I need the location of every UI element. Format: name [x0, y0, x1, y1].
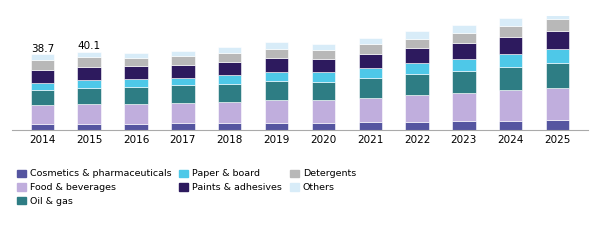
Bar [265, 42, 288, 49]
Bar [546, 120, 569, 130]
Bar [171, 65, 195, 78]
Bar [31, 70, 54, 83]
Bar [218, 53, 241, 62]
Bar [31, 90, 54, 106]
Bar [359, 98, 382, 122]
Bar [452, 59, 476, 71]
Bar [124, 103, 148, 123]
Bar [265, 100, 288, 123]
Bar [77, 57, 101, 67]
Bar [77, 80, 101, 88]
Bar [405, 48, 429, 63]
Bar [265, 58, 288, 72]
Bar [359, 54, 382, 68]
Bar [546, 10, 569, 20]
Bar [405, 38, 429, 48]
Bar [312, 100, 335, 123]
Bar [265, 82, 288, 100]
Bar [405, 31, 429, 38]
Bar [452, 93, 476, 121]
Bar [171, 86, 195, 103]
Bar [452, 121, 476, 130]
Bar [171, 103, 195, 123]
Bar [31, 60, 54, 70]
Bar [452, 25, 476, 33]
Bar [77, 88, 101, 104]
Bar [499, 26, 523, 37]
Bar [359, 78, 382, 98]
Bar [31, 106, 54, 124]
Bar [312, 123, 335, 130]
Bar [312, 72, 335, 82]
Bar [171, 78, 195, 86]
Bar [77, 67, 101, 80]
Bar [546, 20, 569, 31]
Bar [171, 56, 195, 65]
Bar [452, 43, 476, 59]
Bar [359, 38, 382, 45]
Bar [405, 74, 429, 95]
Bar [77, 104, 101, 124]
Bar [218, 75, 241, 84]
Bar [359, 68, 382, 78]
Bar [499, 90, 523, 121]
Bar [359, 122, 382, 130]
Bar [312, 44, 335, 50]
Bar [359, 45, 382, 54]
Bar [124, 79, 148, 87]
Bar [499, 18, 523, 26]
Bar [265, 72, 288, 82]
Text: 38.7: 38.7 [31, 44, 54, 54]
Bar [124, 53, 148, 58]
Bar [218, 62, 241, 75]
Bar [124, 123, 148, 130]
Bar [312, 59, 335, 72]
Bar [452, 33, 476, 43]
Bar [77, 51, 101, 57]
Bar [546, 63, 569, 88]
Bar [265, 49, 288, 58]
Bar [218, 84, 241, 102]
Bar [124, 58, 148, 66]
Bar [312, 50, 335, 59]
Text: 40.1: 40.1 [78, 41, 101, 51]
Bar [546, 49, 569, 63]
Bar [312, 82, 335, 100]
Bar [218, 123, 241, 130]
Bar [265, 123, 288, 130]
Legend: Cosmetics & pharmaceuticals, Food & beverages, Oil & gas, Paper & board, Paints : Cosmetics & pharmaceuticals, Food & beve… [17, 169, 356, 206]
Bar [124, 66, 148, 79]
Bar [31, 124, 54, 130]
Bar [31, 54, 54, 60]
Bar [171, 123, 195, 130]
Bar [452, 71, 476, 93]
Bar [171, 51, 195, 56]
Bar [77, 124, 101, 130]
Bar [546, 88, 569, 120]
Bar [499, 37, 523, 54]
Bar [218, 47, 241, 53]
Bar [405, 63, 429, 74]
Bar [218, 102, 241, 123]
Bar [405, 122, 429, 130]
Bar [124, 87, 148, 103]
Bar [499, 54, 523, 67]
Bar [546, 31, 569, 49]
Bar [499, 121, 523, 130]
Bar [31, 83, 54, 90]
Bar [405, 95, 429, 122]
Bar [499, 67, 523, 90]
